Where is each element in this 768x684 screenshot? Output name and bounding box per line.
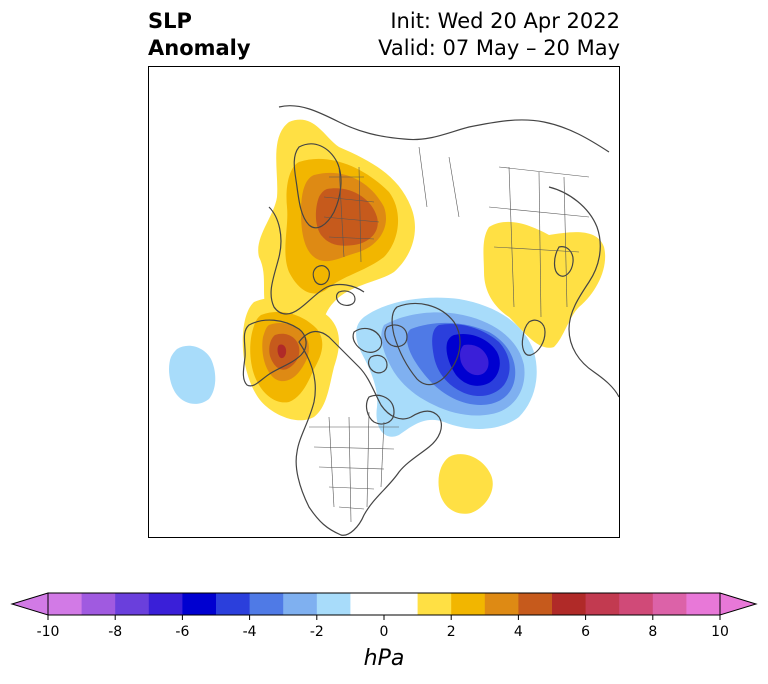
colorbar-tick-label: -4 bbox=[242, 624, 257, 640]
anomaly-scandinavia bbox=[258, 119, 415, 355]
map-title: SLP Anomaly bbox=[148, 8, 251, 62]
colorbar-under-arrow bbox=[10, 592, 49, 616]
colorbar-bins bbox=[48, 593, 721, 615]
coastlines bbox=[242, 105, 619, 536]
anomaly-greenland bbox=[356, 297, 537, 437]
colorbar-bin bbox=[350, 593, 419, 615]
colorbar-bin bbox=[216, 593, 251, 615]
colorbar-unit-label: hPa bbox=[363, 646, 405, 671]
title-line-2: Anomaly bbox=[148, 36, 251, 60]
anomaly-map bbox=[169, 105, 619, 536]
colorbar-bin bbox=[148, 593, 183, 615]
colorbar-over-arrow bbox=[719, 592, 758, 616]
colorbar-bin bbox=[283, 593, 318, 615]
colorbar-bin bbox=[115, 593, 150, 615]
init-date: Init: Wed 20 Apr 2022 bbox=[390, 9, 620, 33]
colorbar-tick-label: 0 bbox=[379, 624, 389, 640]
colorbar-tick-label: 6 bbox=[581, 624, 591, 640]
colorbar-bin bbox=[182, 593, 217, 615]
colorbar-bin bbox=[81, 593, 116, 615]
colorbar-bin bbox=[451, 593, 486, 615]
valid-range: Valid: 07 May – 20 May bbox=[378, 36, 620, 60]
colorbar-bin bbox=[552, 593, 587, 615]
title-line-1: SLP bbox=[148, 9, 192, 33]
colorbar-bin bbox=[417, 593, 452, 615]
colorbar bbox=[10, 592, 758, 620]
colorbar-bin bbox=[585, 593, 620, 615]
colorbar-tick-label: 8 bbox=[648, 624, 658, 640]
colorbar-tick-label: -6 bbox=[175, 624, 190, 640]
colorbar-tick-label: -2 bbox=[309, 624, 324, 640]
anomaly-atlantic bbox=[438, 454, 493, 514]
colorbar-bin bbox=[48, 593, 83, 615]
anomaly-pacific bbox=[169, 345, 216, 404]
colorbar-ticks bbox=[47, 615, 721, 620]
colorbar-bin bbox=[518, 593, 553, 615]
colorbar-bin bbox=[652, 593, 687, 615]
colorbar-bin bbox=[619, 593, 654, 615]
colorbar-tick-label: 10 bbox=[711, 624, 729, 640]
colorbar-bin bbox=[484, 593, 519, 615]
colorbar-tick-label: -10 bbox=[36, 624, 60, 640]
map-subtitle: Init: Wed 20 Apr 2022 Valid: 07 May – 20… bbox=[378, 8, 620, 62]
political-borders bbox=[309, 146, 590, 523]
colorbar-bin bbox=[316, 593, 351, 615]
colorbar-tick-label: 4 bbox=[513, 624, 523, 640]
anomaly-east-asia bbox=[483, 221, 606, 348]
colorbar-tick-label: 2 bbox=[446, 624, 456, 640]
colorbar-bin bbox=[249, 593, 284, 615]
anomaly-alaska bbox=[242, 297, 339, 421]
map-panel bbox=[148, 66, 620, 538]
colorbar-bin bbox=[686, 593, 721, 615]
colorbar-tick-label: -8 bbox=[108, 624, 123, 640]
